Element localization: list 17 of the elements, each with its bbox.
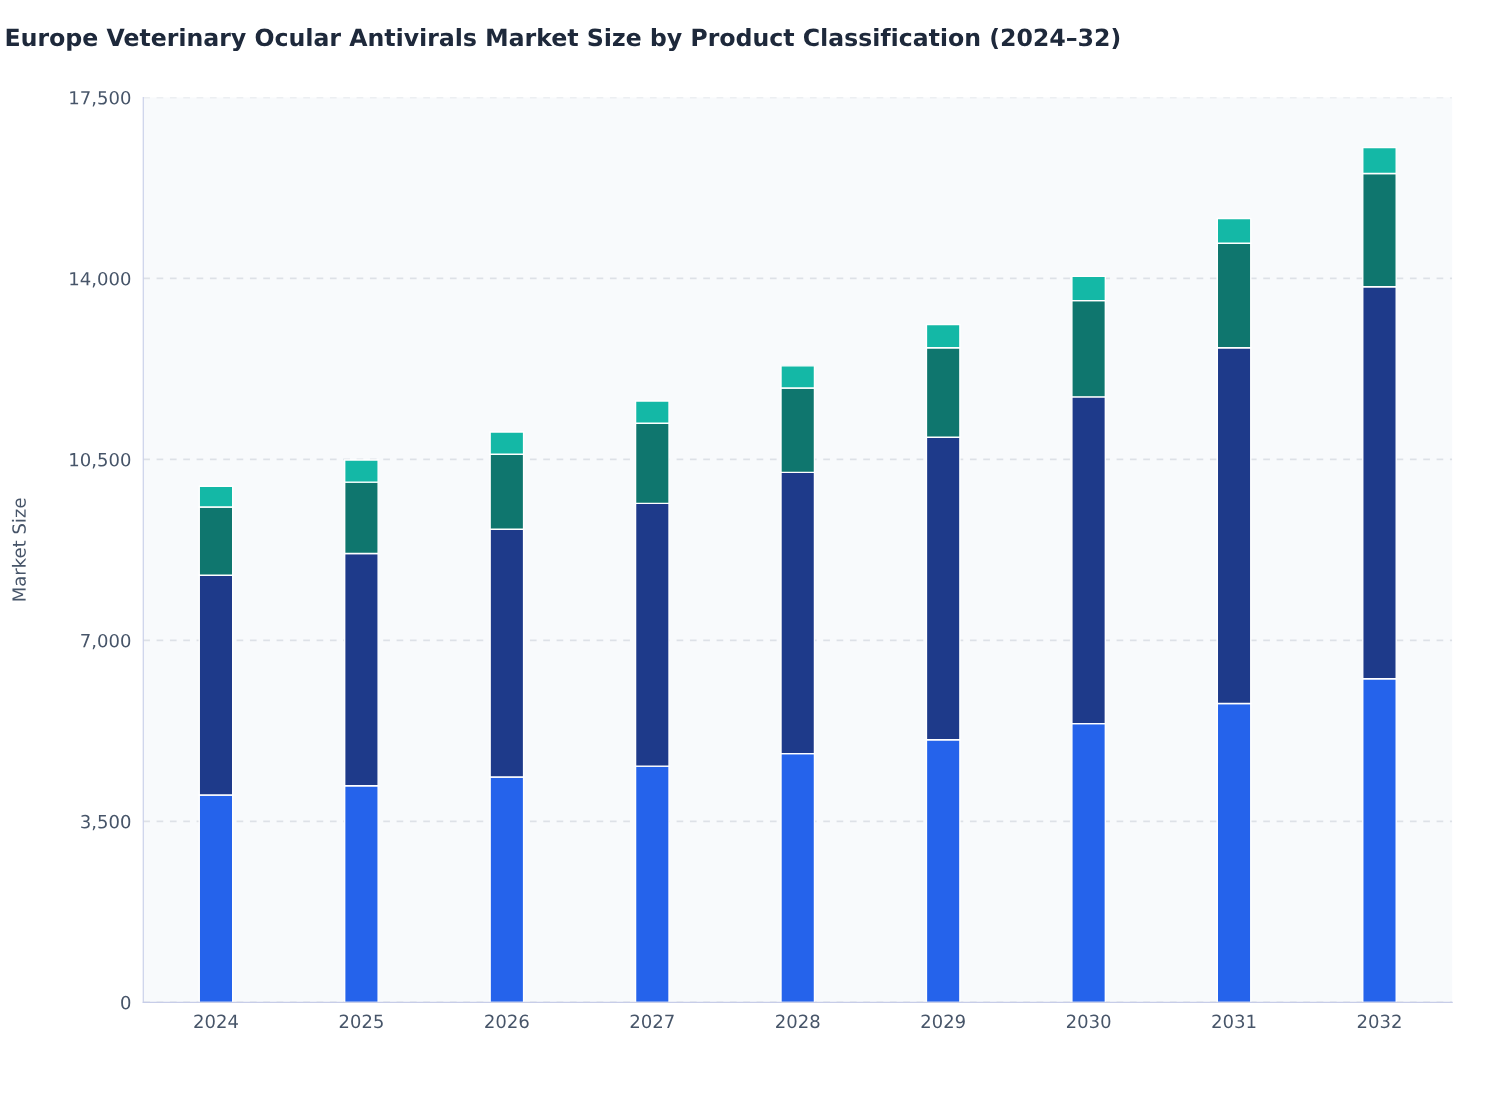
x-tick-label: 2030 — [1066, 1014, 1111, 1029]
x-tick-label: 2024 — [194, 1014, 238, 1029]
chart-title: Europe Veterinary Ocular Antivirals Market Size by Product Classification (2024–32) — [6, 28, 1120, 52]
y-tick-label: 14,000 — [70, 271, 131, 288]
y-axis-title: Market Size — [11, 498, 26, 601]
y-tick-label: 3,500 — [81, 814, 131, 831]
y-tick-label: 10,500 — [70, 452, 131, 469]
x-tick-label: 2031 — [1212, 1014, 1256, 1029]
x-tick-label: 2028 — [776, 1014, 820, 1029]
x-tick-label: 2026 — [485, 1014, 529, 1029]
x-tick-label: 2029 — [921, 1014, 965, 1029]
y-tick-label: 0 — [121, 995, 131, 1010]
y-tick-label: 7,000 — [81, 633, 131, 650]
y-tick-label: 17,500 — [70, 90, 131, 107]
x-tick-label: 2025 — [339, 1014, 383, 1029]
x-tick-label: 2027 — [630, 1014, 674, 1029]
x-tick-label: 2032 — [1357, 1014, 1401, 1029]
